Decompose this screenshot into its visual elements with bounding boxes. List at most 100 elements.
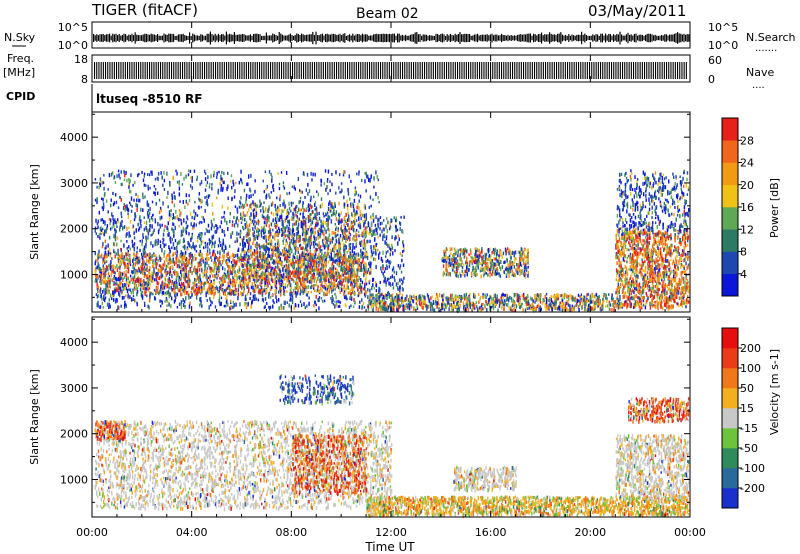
freq-bar: [630, 62, 632, 79]
echo-cell: [391, 243, 393, 247]
freq-bar: [206, 62, 208, 79]
echo-cell: [195, 256, 198, 260]
nsky-bar: [491, 33, 493, 43]
echo-cell: [99, 280, 101, 283]
echo-cell: [276, 241, 279, 246]
echo-cell: [96, 282, 98, 287]
echo-cell: [243, 261, 246, 266]
echo-cell: [355, 245, 357, 248]
echo-cell: [278, 281, 281, 285]
echo-cell: [277, 226, 280, 230]
echo-cell: [149, 223, 152, 228]
echo-cell: [277, 262, 279, 265]
echo-cell: [173, 271, 176, 276]
echo-cell: [261, 254, 263, 259]
echo-cell: [172, 222, 174, 226]
echo-cell: [296, 287, 299, 291]
echo-cell: [307, 285, 310, 289]
echo-cell: [230, 232, 232, 237]
echo-cell: [306, 285, 308, 290]
echo-cell: [154, 261, 156, 266]
echo-cell: [138, 268, 140, 273]
echo-cell: [256, 264, 259, 269]
echo-cell: [144, 271, 146, 275]
nsky-bar: [417, 34, 419, 42]
echo-cell: [278, 273, 281, 277]
echo-cell: [297, 257, 299, 262]
echo-cell: [349, 251, 352, 255]
echo-cell: [227, 257, 229, 261]
echo-cell: [155, 257, 157, 261]
freq-bar: [217, 62, 219, 79]
echo-cell: [378, 289, 380, 295]
echo-cell: [331, 274, 334, 279]
echo-cell: [282, 282, 285, 286]
echo-cell: [123, 303, 126, 307]
echo-cell: [314, 230, 316, 236]
echo-cell: [168, 281, 171, 285]
freq-bar: [254, 62, 256, 79]
echo-cell: [329, 287, 331, 291]
echo-cell: [343, 215, 346, 221]
echo-cell: [145, 243, 147, 247]
echo-cell: [281, 265, 283, 268]
echo-cell: [398, 237, 400, 242]
echo-cell: [242, 214, 245, 218]
echo-cell: [297, 219, 299, 223]
echo-cell: [334, 288, 336, 291]
echo-cell: [132, 257, 135, 261]
echo-cell: [335, 284, 338, 288]
echo-cell: [95, 278, 97, 282]
echo-cell: [172, 288, 174, 292]
echo-cell: [112, 290, 114, 295]
echo-cell: [281, 209, 283, 212]
echo-cell: [363, 272, 365, 278]
nsky-bar: [550, 33, 552, 43]
echo-cell: [140, 293, 143, 298]
echo-cell: [130, 297, 133, 302]
echo-cell: [286, 212, 288, 217]
echo-cell: [391, 268, 394, 272]
echo-cell: [331, 247, 334, 252]
echo-cell: [186, 217, 189, 221]
echo-cell: [230, 305, 232, 308]
nsky-bar: [392, 33, 394, 43]
echo-cell: [233, 302, 235, 307]
freq-bar: [179, 62, 181, 79]
echo-cell: [365, 262, 367, 267]
cpid-value: ltusеq -8510 RF: [96, 92, 202, 106]
echo-cell: [284, 243, 287, 248]
nsky-bar: [571, 34, 573, 42]
echo-cell: [208, 291, 210, 294]
echo-cell: [139, 221, 142, 225]
echo-cell: [190, 290, 192, 294]
nsky-bar: [429, 35, 431, 41]
echo-cell: [197, 235, 199, 240]
echo-cell: [215, 263, 218, 268]
echo-cell: [159, 225, 162, 229]
freq-bar: [190, 62, 192, 79]
echo-cell: [108, 276, 111, 280]
nsky-bar: [467, 33, 469, 43]
echo-cell: [296, 281, 299, 285]
nsky-bar: [667, 35, 669, 41]
echo-cell: [296, 255, 298, 259]
echo-cell: [307, 218, 310, 224]
echo-cell: [267, 209, 270, 214]
echo-cell: [137, 283, 140, 287]
echo-cell: [160, 267, 162, 273]
freq-bar: [424, 62, 426, 79]
freq-bar: [432, 62, 434, 79]
freq-bar: [505, 62, 507, 79]
echo-cell: [208, 239, 211, 244]
echo-cell: [174, 292, 176, 297]
echo-cell: [155, 265, 157, 269]
echo-cell: [211, 242, 214, 246]
echo-cell: [267, 265, 269, 269]
nsky-bar: [285, 35, 287, 41]
echo-cell: [258, 243, 261, 248]
echo-cell: [168, 276, 170, 281]
echo-cell: [296, 215, 299, 220]
echo-cell: [164, 278, 167, 282]
echo-cell: [164, 268, 166, 274]
